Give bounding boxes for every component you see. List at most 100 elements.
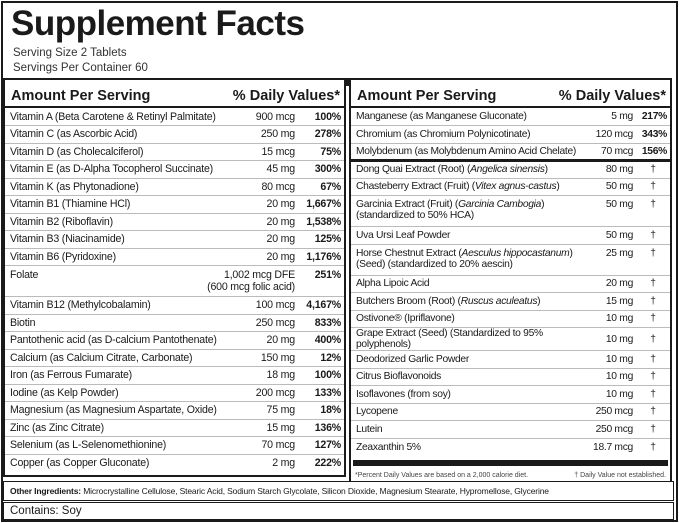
nutrient-daily-value: 833% [298, 314, 344, 332]
bottom-divider-bar [353, 459, 668, 466]
ingredient-name: Lutein [351, 420, 590, 439]
amount-box: 18 mg [239, 369, 296, 382]
left-column: Amount Per Serving % Daily Values* Vitam… [3, 80, 346, 477]
nutrient-row: Iodine (as Kelp Powder) 200 mcg 133% [5, 384, 344, 402]
nutrient-name: Vitamin B2 (Riboflavin) [5, 213, 236, 231]
ingredient-row: Zeaxanthin 5% 18.7 mcg † [351, 438, 670, 456]
amount-value: 2 mg [272, 457, 295, 469]
dagger-mark: † [636, 327, 670, 351]
ingredient-row: Uva Ursi Leaf Powder 50 mg † [351, 226, 670, 245]
ingredient-row: Dong Quai Extract (Root) (Angelica sinen… [351, 160, 670, 179]
botanical-name: Garcinia Cambogia [458, 199, 542, 210]
name-text: Alpha Lipoic Acid [356, 278, 430, 290]
botanical-name: Vitex agnus-castus [474, 181, 557, 193]
footnote-dagger: † Daily Value not established. [574, 471, 666, 479]
ingredient-amount: 20 mg [590, 275, 636, 293]
ingredient-name: Deodorized Garlic Powder [351, 350, 590, 369]
nutrient-daily-value: 278% [298, 125, 344, 144]
ingredient-amount: 10 mg [590, 368, 636, 386]
nutrient-name: Vitamin B6 (Pyridoxine) [5, 248, 236, 266]
botanical-name: Angelica sinensis [470, 164, 545, 176]
nutrient-amount: 75 mg [236, 401, 298, 420]
daily-values-heading: % Daily Values* [232, 88, 340, 104]
amount-value: 200 mcg [255, 386, 295, 399]
ingredient-amount: 10 mg [590, 350, 636, 369]
ingredient-row: Lycopene 250 mcg † [351, 403, 670, 421]
nutrient-amount: 15 mcg [236, 143, 298, 161]
nutrient-name: Calcium (as Calcium Citrate, Carbonate) [5, 349, 236, 367]
nutrient-amount: 20 mg [236, 230, 298, 249]
name-text: Grape Extract (Seed) (Standardized to 95… [356, 328, 543, 350]
nutrient-amount: 200 mcg [236, 384, 298, 402]
amount-value: 20 mg [266, 215, 296, 228]
ingredient-row: Garcinia Extract (Fruit) (Garcinia Cambo… [351, 195, 670, 227]
nutrient-amount: 150 mg [236, 349, 298, 367]
ingredient-name-line: Garcinia Extract (Fruit) (Garcinia Cambo… [356, 199, 587, 210]
dagger-mark: † [636, 403, 670, 421]
ingredient-row: Butchers Broom (Root) (Ruscus aculeatus)… [351, 292, 670, 311]
dagger-mark: † [636, 226, 670, 245]
nutrient-row: Vitamin B2 (Riboflavin) 20 mg 1,538% [5, 213, 344, 231]
ingredient-amount: 10 mg [590, 327, 636, 351]
nutrient-daily-value: 12% [298, 349, 344, 367]
nutrient-amount: 20 mg [236, 213, 298, 231]
nutrient-amount: 5 mg [590, 108, 636, 126]
nutrient-name: Zinc (as Zinc Citrate) [5, 419, 236, 437]
amount-value: 15 mcg [261, 145, 295, 158]
nutrient-daily-value: 133% [298, 384, 344, 402]
nutrient-row: Vitamin B6 (Pyridoxine) 20 mg 1,176% [5, 248, 344, 266]
dagger-mark: † [636, 310, 670, 328]
ingredient-name-line: Citrus Bioflavonoids [356, 371, 587, 382]
nutrient-amount: 2 mg [236, 454, 298, 472]
nutrient-name: Manganese (as Manganese Gluconate) [351, 108, 590, 126]
ingredient-detail: (Seed) (standardized to 20% aescin) [356, 258, 513, 270]
amount-value: 18 mg [266, 369, 296, 382]
nutrient-row: Vitamin B12 (Methylcobalamin) 100 mcg 4,16… [5, 296, 344, 315]
ingredient-name-line: Lycopene [356, 406, 587, 417]
servings-per-container: Servings Per Container 60 [13, 62, 148, 74]
dagger-mark: † [636, 368, 670, 386]
nutrient-name: Chromium (as Chromium Polynicotinate) [351, 125, 590, 144]
amount-box: 150 mg [239, 352, 295, 364]
footnote-percent-dv: *Percent Daily Values are based on a 2,0… [355, 471, 529, 479]
amount-value: 15 mg [266, 421, 296, 434]
nutrient-amount: 18 mg [236, 366, 298, 385]
amount-box: 15 mcg [239, 146, 295, 158]
amount-box: 900 mcg [239, 111, 295, 123]
nutrient-row: Vitamin K (as Phytonadione) 80 mcg 67% [5, 178, 344, 196]
nutrient-daily-value: 1,667% [298, 195, 344, 214]
ingredient-name: Chasteberry Extract (Fruit) (Vitex agnus… [351, 178, 590, 196]
nutrient-amount: 250 mg [236, 125, 298, 144]
nutrient-amount: 900 mcg [236, 108, 298, 126]
name-text: Lutein [356, 423, 383, 435]
dagger-mark: † [636, 160, 670, 179]
nutrient-name: Vitamin C (as Ascorbic Acid) [5, 125, 236, 144]
ingredient-row: Citrus Bioflavonoids 10 mg † [351, 368, 670, 386]
amount-box: 250 mg [239, 128, 295, 140]
name-suffix: ) [556, 181, 560, 193]
amount-box: 20 mg [239, 215, 296, 228]
ingredient-name-line: Deodorized Garlic Powder [356, 354, 587, 365]
amount-value: 70 mcg [261, 439, 295, 452]
dagger-mark: † [650, 441, 656, 453]
nutrient-name: Pantothenic acid (as D-calcium Pantothen… [5, 331, 236, 350]
nutrient-daily-value: 127% [298, 436, 344, 455]
ingredient-amount: 10 mg [590, 310, 636, 328]
name-suffix: ) [569, 247, 573, 259]
left-nutrient-table: Vitamin A (Beta Carotene & Retinyl Palmi… [5, 108, 344, 472]
amount-value: 250 mg [260, 128, 295, 141]
daily-values-heading: % Daily Values* [558, 88, 666, 104]
ingredient-name: Lycopene [351, 403, 590, 421]
nutrient-name: Iron (as Ferrous Fumarate) [5, 366, 236, 385]
nutrient-amount: 70 mcg [236, 436, 298, 455]
ingredient-detail: (standardized to 50% HCA) [356, 210, 474, 221]
mineral-row: Molybdenum (as Molybdenum Amino Acid Che… [351, 143, 670, 162]
name-suffix: ) [537, 295, 541, 307]
ingredient-name-line: Butchers Broom (Root) (Ruscus aculeatus) [356, 296, 587, 307]
dagger-mark: † [636, 195, 670, 227]
nutrient-amount: 100 mcg [236, 296, 298, 315]
ingredient-name-line: Alpha Lipoic Acid [356, 278, 587, 289]
amount-value: 250 mcg [255, 316, 295, 329]
ingredient-name-line: Zeaxanthin 5% [356, 442, 587, 453]
